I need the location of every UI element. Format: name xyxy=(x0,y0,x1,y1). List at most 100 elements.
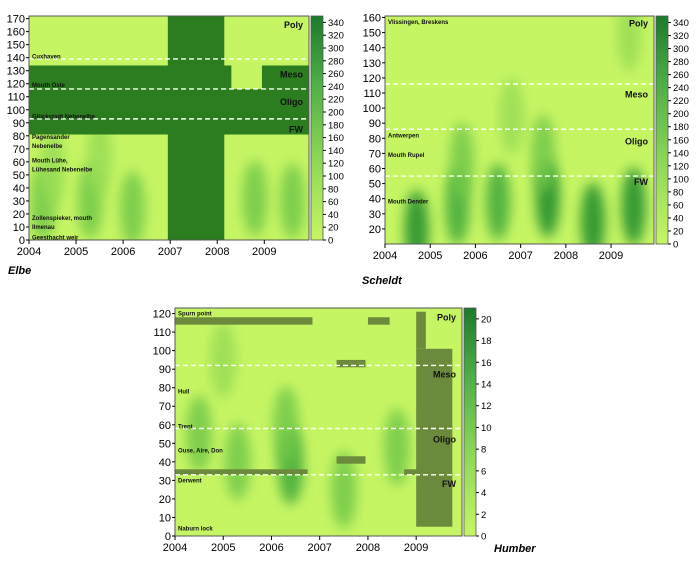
colorbar-tick-label: 260 xyxy=(673,70,689,81)
colorbar-tick-label: 140 xyxy=(673,148,689,159)
x-tick-label: 2006 xyxy=(259,542,283,554)
y-tick-label: 30 xyxy=(13,196,25,208)
y-tick-label: 160 xyxy=(363,13,381,25)
estuary-title: Humber xyxy=(494,543,536,555)
y-tick-label: 130 xyxy=(363,58,381,70)
y-tick-label: 50 xyxy=(159,438,171,450)
heatmap-hotspot xyxy=(242,160,268,237)
y-tick-label: 80 xyxy=(13,131,25,143)
colorbar-tick-label: 2 xyxy=(481,510,486,521)
location-label: Zollenspieker, mouth xyxy=(32,216,92,222)
colorbar-gradient xyxy=(310,15,324,241)
y-tick-label: 60 xyxy=(159,420,171,432)
y-tick-label: 110 xyxy=(153,327,171,339)
x-tick-label: 2007 xyxy=(307,542,331,554)
colorbar: 0204060801001201401601802002202402602803… xyxy=(310,15,344,247)
heatmap-hotspot xyxy=(449,122,474,200)
colorbar-tick-label: 100 xyxy=(673,174,689,185)
heatmap-hotspots xyxy=(29,16,309,240)
y-tick-label: 100 xyxy=(363,103,381,115)
location-label: Derwent xyxy=(178,478,202,484)
plot-frame xyxy=(384,15,655,245)
colorbar-tick-label: 300 xyxy=(673,44,689,55)
location-label: Ouse, Aire, Don xyxy=(178,449,223,455)
location-label: Spurn point xyxy=(178,312,212,318)
y-tick-label: 50 xyxy=(369,179,381,191)
x-tick-label: 2008 xyxy=(205,246,229,258)
x-tick-label: 2009 xyxy=(252,246,276,258)
colorbar-tick-label: 40 xyxy=(328,210,339,221)
location-label: Mouth Rupel xyxy=(388,153,425,159)
heatmap-hotspot xyxy=(186,395,213,473)
heatmap-hotspot xyxy=(273,386,299,464)
colorbar-tick-label: 6 xyxy=(481,466,486,477)
colorbar-tick-label: 220 xyxy=(673,96,689,107)
y-tick-label: 20 xyxy=(13,209,25,221)
salinity-zone-label: FW xyxy=(634,177,648,187)
colorbar-gradient xyxy=(463,307,477,537)
colorbar: 0204060801001201401601802002202402602803… xyxy=(655,15,689,251)
heatmap-hotspot xyxy=(383,408,410,486)
y-tick-label: 20 xyxy=(369,224,381,236)
no-data-block xyxy=(175,317,313,325)
y-tick-label: 0 xyxy=(19,235,25,247)
heatmap-hotspot xyxy=(499,76,524,155)
colorbar-tick-label: 18 xyxy=(481,336,492,347)
colorbar-tick-label: 300 xyxy=(328,44,344,55)
location-label: Mouth Dender xyxy=(388,200,429,206)
heatmap-hotspot xyxy=(279,162,306,240)
y-tick-label: 40 xyxy=(13,183,25,195)
colorbar-tick-label: 20 xyxy=(673,226,684,237)
y-tick-label: 160 xyxy=(7,27,25,39)
y-tick-label: 30 xyxy=(159,475,171,487)
salinity-zone-label: Meso xyxy=(433,370,457,380)
y-tick-label: 10 xyxy=(159,512,171,524)
no-data-block xyxy=(367,317,390,325)
x-tick-label: 2005 xyxy=(64,246,88,258)
colorbar-tick-label: 160 xyxy=(328,133,344,144)
location-label: Antwerpen xyxy=(388,133,419,139)
salinity-zone-label: FW xyxy=(442,479,456,489)
y-tick-label: 80 xyxy=(369,133,381,145)
no-data-block xyxy=(261,65,309,89)
x-tick-label: 2008 xyxy=(554,250,578,262)
salinity-zone-label: Meso xyxy=(625,90,649,100)
y-tick-label: 150 xyxy=(363,28,381,40)
colorbar-tick-label: 340 xyxy=(673,18,689,29)
salinity-zone-label: Oligo xyxy=(625,136,648,146)
salinity-zone-label: FW xyxy=(289,124,303,134)
colorbar-tick-label: 100 xyxy=(328,172,344,183)
colorbar-tick-label: 60 xyxy=(328,197,339,208)
colorbar-tick-label: 260 xyxy=(328,69,344,80)
location-label: Naburn lock xyxy=(178,527,213,533)
location-label: Lühesand Nebenelbe xyxy=(32,168,93,174)
colorbar-tick-label: 8 xyxy=(481,445,486,456)
x-tick-label: 2004 xyxy=(163,542,187,554)
plot-frame xyxy=(28,15,310,241)
heatmap-hotspots xyxy=(175,311,453,529)
colorbar-tick-label: 220 xyxy=(328,95,344,106)
colorbar-tick-label: 240 xyxy=(328,82,344,93)
no-data-block xyxy=(175,469,308,475)
no-data-block xyxy=(404,469,421,475)
y-tick-label: 0 xyxy=(165,531,171,543)
colorbar-tick-label: 320 xyxy=(673,31,689,42)
x-tick-label: 2005 xyxy=(418,250,442,262)
colorbar-tick-label: 12 xyxy=(481,401,492,412)
location-label: Trent xyxy=(178,425,193,431)
y-tick-label: 70 xyxy=(369,148,381,160)
heatmap-hotspot xyxy=(485,162,511,241)
y-tick-label: 110 xyxy=(363,88,381,100)
colorbar-tick-label: 160 xyxy=(673,135,689,146)
estuary-title: Elbe xyxy=(8,265,31,277)
colorbar-tick-label: 200 xyxy=(673,109,689,120)
x-tick-label: 2007 xyxy=(158,246,182,258)
colorbar-tick-label: 120 xyxy=(328,159,344,170)
colorbar-tick-label: 16 xyxy=(481,358,492,369)
location-label: Mouth Oste xyxy=(32,83,66,89)
y-tick-label: 130 xyxy=(7,66,25,78)
colorbar-tick-label: 60 xyxy=(673,200,684,211)
colorbar-tick-label: 180 xyxy=(328,120,344,131)
heatmap-hotspot xyxy=(39,130,66,207)
y-tick-label: 90 xyxy=(369,118,381,130)
